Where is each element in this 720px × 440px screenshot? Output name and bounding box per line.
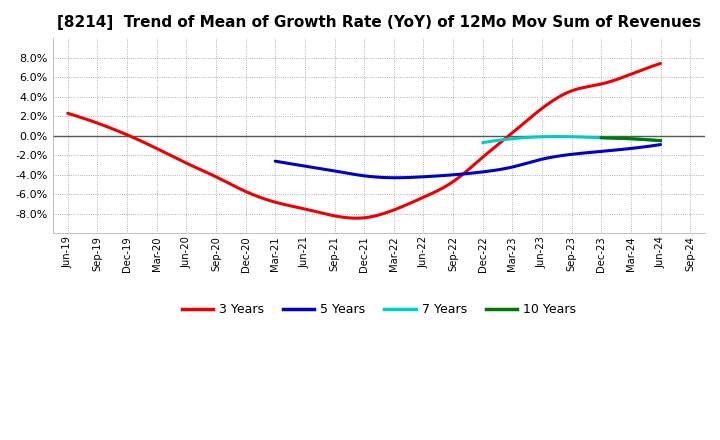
Title: [8214]  Trend of Mean of Growth Rate (YoY) of 12Mo Mov Sum of Revenues: [8214] Trend of Mean of Growth Rate (YoY… xyxy=(57,15,701,30)
Legend: 3 Years, 5 Years, 7 Years, 10 Years: 3 Years, 5 Years, 7 Years, 10 Years xyxy=(176,298,581,321)
